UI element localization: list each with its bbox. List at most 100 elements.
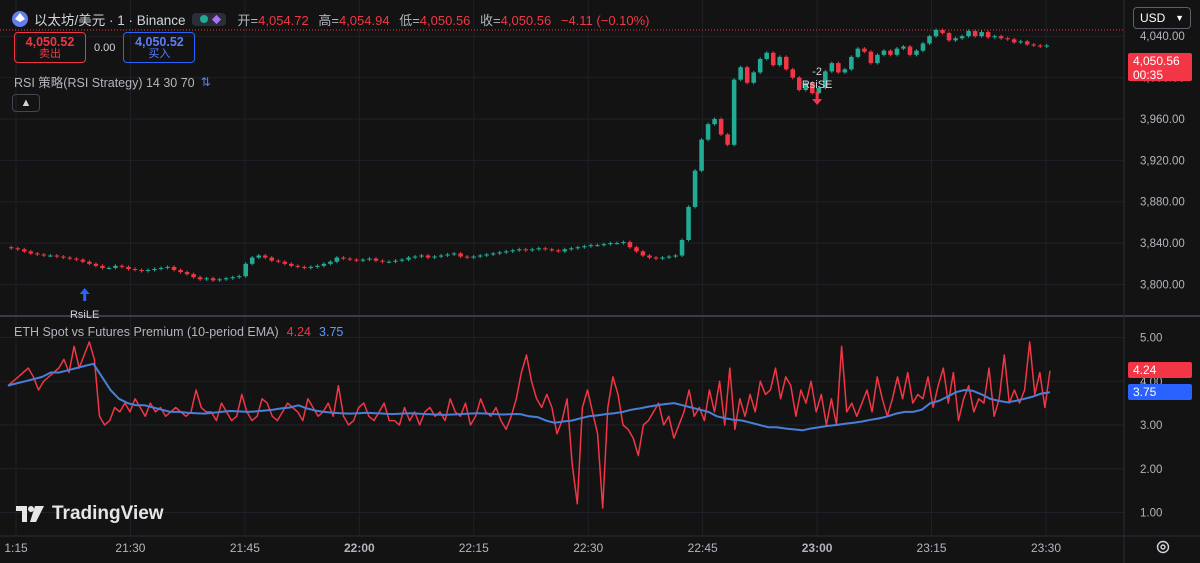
strategy-tester-icon[interactable]: ⇅ — [200, 74, 211, 89]
candle-body — [445, 254, 450, 256]
candle-body — [699, 139, 704, 171]
candle-body — [347, 258, 353, 260]
candle-body — [516, 249, 522, 251]
candle-body — [497, 252, 502, 254]
price-axis[interactable]: 4,040.004,000.003,960.003,920.003,880.00… — [1140, 31, 1185, 291]
close-value: 4,050.56 — [500, 12, 552, 28]
candle-body — [621, 242, 626, 244]
buy-label: 买入 — [148, 47, 171, 60]
candle-body — [178, 270, 183, 273]
premium-ema-line — [7, 362, 1051, 432]
candle-body — [126, 266, 131, 269]
candle-body — [1031, 44, 1036, 46]
candle-body — [692, 170, 698, 207]
symbol-header: 以太坊/美元 · 1 · Binance 开=4,054.72 高=4,054.… — [12, 9, 650, 29]
indicator-raw-tag: 4.24 — [1128, 362, 1192, 378]
candle-body — [1024, 41, 1030, 45]
candle-body — [74, 258, 79, 260]
time-tick-label: 23:15 — [917, 541, 947, 555]
candle-body — [803, 82, 809, 90]
candle-body — [744, 67, 750, 83]
collapse-legend-button[interactable]: ▲ — [12, 94, 40, 112]
candle-body — [295, 265, 301, 267]
candle-body — [764, 52, 769, 59]
candle-body — [490, 253, 496, 255]
indicator-axis[interactable]: 5.004.003.002.001.00 — [1140, 333, 1162, 520]
time-axis[interactable]: 1:15 21:30 21:45 22:00 22:15 22:30 22:45 23:00 2… — [4, 541, 1061, 555]
status-chip[interactable] — [191, 12, 226, 26]
candle-body — [601, 244, 607, 246]
candlestick-series — [8, 28, 1050, 282]
candle-body — [868, 51, 874, 64]
candle-body — [171, 266, 177, 270]
candle-body — [770, 52, 776, 66]
candle-body — [582, 246, 587, 248]
time-tick-label: 22:15 — [459, 541, 489, 555]
change-value: −4.11 (−0.10%) — [560, 12, 650, 28]
candle-body — [139, 270, 144, 272]
candle-body — [191, 274, 196, 278]
candle-body — [419, 255, 424, 257]
time-tick-label: 23:00 — [802, 541, 833, 555]
candle-body — [210, 278, 216, 281]
gear-icon[interactable] — [1155, 539, 1171, 555]
candle-body — [940, 30, 945, 34]
candle-body — [927, 36, 932, 44]
candle-body — [712, 118, 717, 125]
candle-body — [907, 46, 913, 55]
symbol-title[interactable]: 以太坊/美元 · 1 · Binance — [34, 13, 186, 28]
ohlc-values: 开=4,054.72 高=4,054.94 低=4,050.56 收=4,050… — [237, 12, 650, 28]
buy-button[interactable]: 4,050.52 买入 — [123, 32, 196, 63]
indicator-ema-value: 3.75 — [319, 325, 344, 339]
candle-body — [725, 134, 730, 145]
candle-body — [152, 268, 157, 270]
candle-body — [966, 31, 971, 37]
candle-body — [80, 259, 86, 262]
candle-body — [165, 266, 170, 268]
candle-body — [308, 266, 314, 268]
price-tick-label: 3,880.00 — [1140, 197, 1185, 209]
sell-button[interactable]: 4,050.52 卖出 — [14, 32, 86, 63]
candle-body — [985, 32, 991, 38]
spread-value: 0.00 — [94, 41, 116, 54]
candle-body — [432, 256, 437, 258]
candle-body — [634, 247, 639, 252]
time-tick-label: 22:45 — [688, 541, 718, 555]
candle-body — [406, 257, 411, 260]
sell-marker-qty: -2 — [812, 66, 822, 78]
bar-countdown: 00:35 — [1133, 68, 1164, 82]
candle-body — [810, 82, 815, 94]
chevron-up-icon: ▲ — [20, 97, 32, 109]
candle-body — [386, 261, 392, 263]
time-tick-label: 22:00 — [344, 541, 375, 555]
strategy-legend[interactable]: RSI 策略(RSI Strategy) 14 30 70 ⇅ — [14, 72, 211, 91]
candle-body — [777, 56, 783, 66]
candle-body — [269, 257, 275, 261]
candle-body — [575, 247, 581, 249]
candle-body — [113, 265, 118, 268]
candle-body — [914, 50, 919, 55]
time-tick-label: 21:30 — [115, 541, 145, 555]
time-tick-label: 21:45 — [230, 541, 260, 555]
price-tick-label: 4,040.00 — [1140, 31, 1185, 43]
candle-body — [790, 69, 796, 78]
candle-body — [87, 261, 92, 264]
buy-arrow-icon — [79, 288, 90, 301]
candle-body — [380, 260, 385, 262]
candle-body — [660, 257, 665, 259]
time-tick-label: 1:15 — [4, 541, 28, 555]
candle-body — [1037, 45, 1043, 47]
candle-body — [262, 255, 268, 258]
strategy-label: RSI 策略(RSI Strategy) 14 30 70 — [14, 76, 195, 90]
chevron-down-icon: ▼ — [1175, 13, 1184, 23]
candle-body — [249, 257, 255, 264]
indicator-legend[interactable]: ETH Spot vs Futures Premium (10-period E… — [14, 325, 343, 339]
candle-body — [1018, 41, 1023, 43]
premium-series — [7, 341, 1051, 509]
tradingview-logo[interactable]: TradingView — [16, 503, 164, 525]
candle-body — [627, 242, 633, 248]
indicator-ema-tag: 3.75 — [1128, 384, 1192, 400]
candle-body — [35, 253, 40, 255]
currency-select[interactable]: USD ▼ — [1133, 7, 1191, 29]
